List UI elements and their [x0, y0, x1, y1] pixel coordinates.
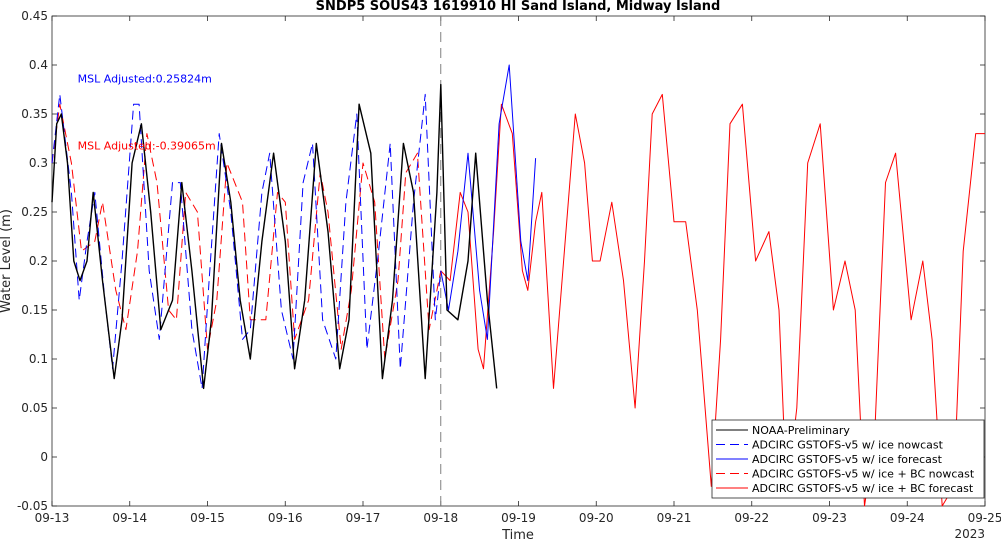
series-line-0 [51, 83, 498, 390]
legend-entry: ADCIRC GSTOFS-v5 w/ ice forecast [752, 453, 943, 466]
series-line-2 [440, 64, 537, 340]
y-tick-label: 0.15 [21, 303, 48, 317]
x-tick-label: 09-18 [423, 511, 458, 525]
x-axis: 09-13 09-14 09-15 09-16 09-17 09-18 09-19 09-20… [35, 16, 1001, 525]
msl-annotation-1: MSL Adjusted:-0.39065m [78, 139, 216, 152]
y-tick-label: 0.2 [29, 254, 48, 268]
legend-box [711, 419, 985, 499]
x-tick-label: 09-22 [734, 511, 769, 525]
x-tick-label: 09-25 [968, 511, 1001, 525]
legend-entry: ADCIRC GSTOFS-v5 w/ ice nowcast [752, 439, 944, 452]
msl-annotation-0: MSL Adjusted:0.25824m [78, 73, 212, 86]
legend-entry: ADCIRC GSTOFS-v5 w/ ice + BC nowcast [752, 468, 975, 481]
x-tick-label: 09-23 [812, 511, 847, 525]
y-axis-label: Water Level (m) [0, 209, 14, 313]
chart-title: SNDP5 SOUS43 1619910 HI Sand Island, Mid… [316, 0, 721, 14]
y-tick-label: 0.35 [21, 107, 48, 121]
x-tick-label: 09-20 [579, 511, 614, 525]
series-line-4 [440, 93, 985, 507]
y-tick-label: 0.1 [29, 352, 48, 366]
x-tick-label: 09-24 [890, 511, 925, 525]
y-axis: -0.05 0 0.05 0.1 0.15 0.2 0.25 0.3 0.35 0.4 0.45 [17, 9, 985, 513]
series-line-3 [51, 103, 442, 360]
y-tick-label: 0.45 [21, 9, 48, 23]
x-tick-label: 09-21 [657, 511, 692, 525]
y-tick-label: 0.4 [29, 58, 48, 72]
x-tick-label: 09-13 [35, 511, 70, 525]
series-line-1 [51, 93, 442, 389]
y-tick-label: 0.25 [21, 205, 48, 219]
y-tick-label: 0.05 [21, 401, 48, 415]
y-tick-label: 0.3 [29, 156, 48, 170]
x-tick-label: 09-19 [501, 511, 536, 525]
plot-content [51, 16, 985, 507]
x-tick-label: 09-14 [112, 511, 147, 525]
x-axis-label: Time [501, 528, 534, 541]
legend-entry: ADCIRC GSTOFS-v5 w/ ice + BC forecast [752, 482, 974, 495]
annotations: MSL Adjusted:0.25824m MSL Adjusted:-0.390… [78, 73, 216, 153]
legend-entry: NOAA-Preliminary [752, 424, 850, 437]
x-axis-year-label: 2023 [954, 527, 985, 541]
x-tick-label: 09-16 [268, 511, 303, 525]
x-tick-label: 09-15 [190, 511, 225, 525]
x-tick-label: 09-17 [346, 511, 381, 525]
y-tick-label: -0.05 [17, 499, 48, 513]
y-tick-label: 0 [40, 450, 48, 464]
legend: NOAA-Preliminary ADCIRC GSTOFS-v5 w/ ice … [711, 419, 985, 499]
